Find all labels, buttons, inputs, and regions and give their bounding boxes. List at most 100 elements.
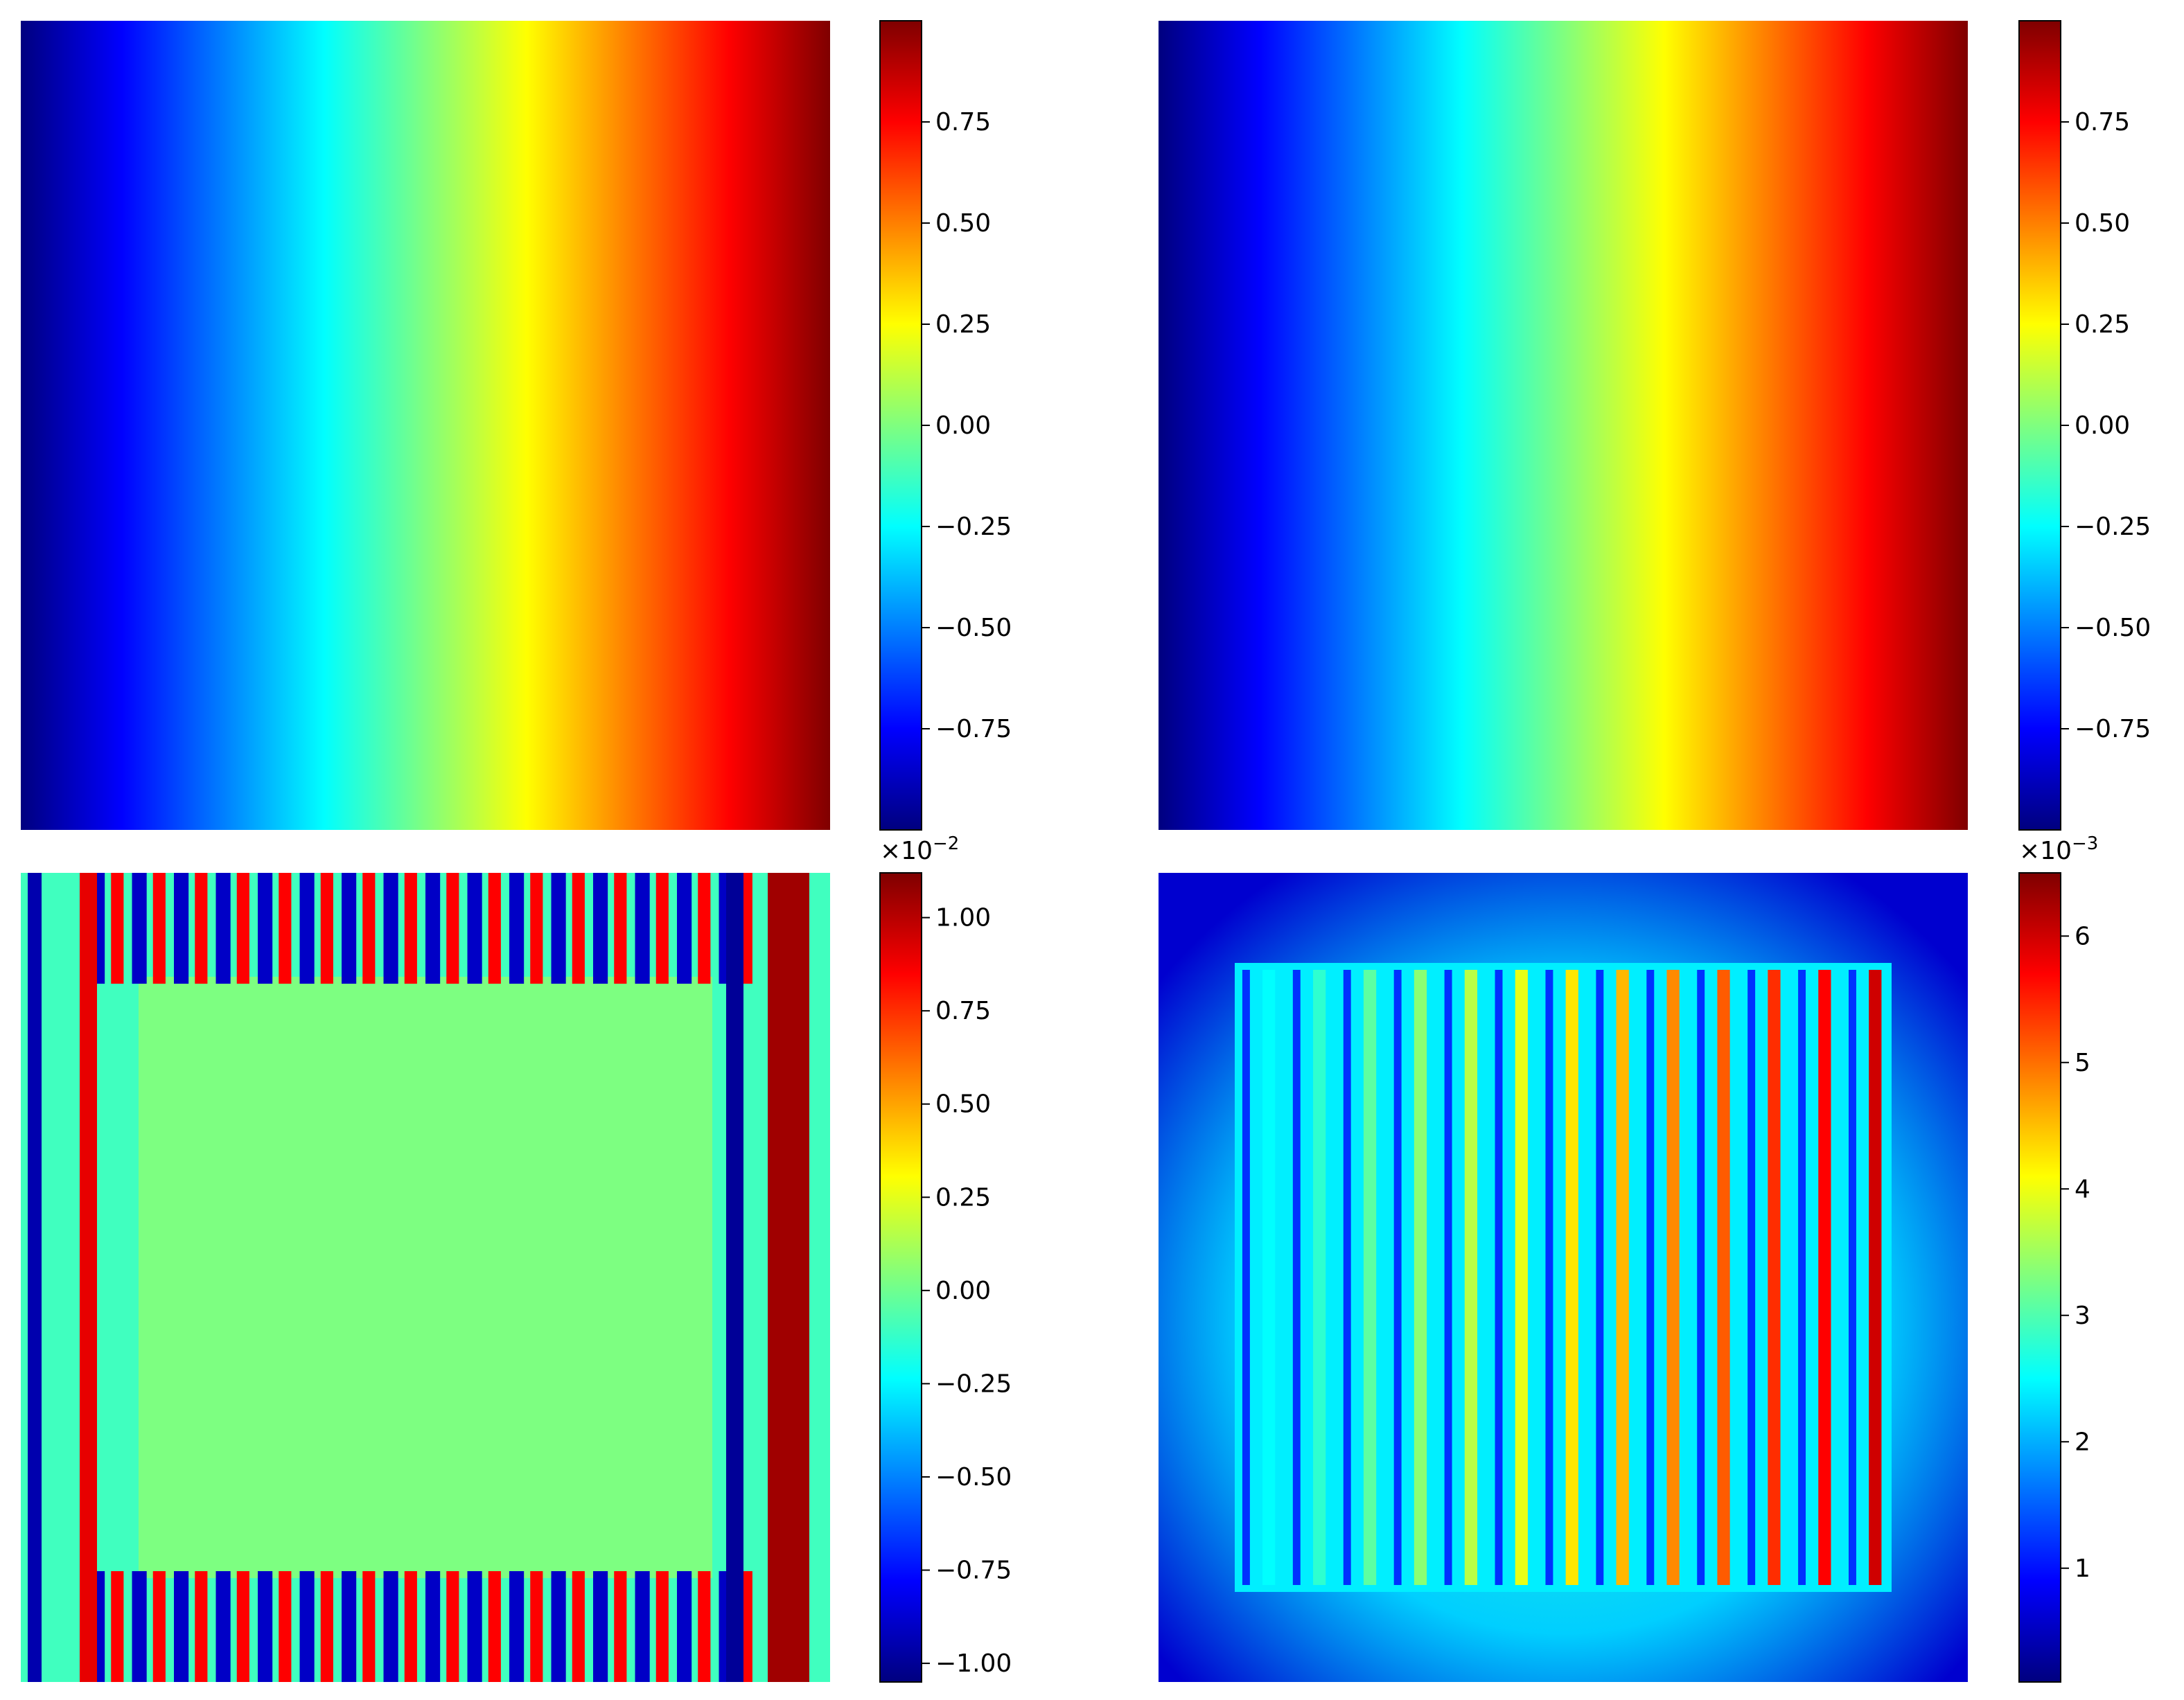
colorbar-offset-label: ×10−3: [2019, 833, 2098, 865]
heatmap-stripe: [299, 873, 315, 984]
colorbar-ticks: 1 2 3 4 5 6: [2061, 922, 2090, 1583]
heatmap-stripe: [342, 1571, 357, 1682]
heatmap-stripe: [258, 1571, 273, 1682]
heatmap-stripe: [551, 873, 566, 984]
heatmap-stripe: [404, 1571, 417, 1682]
colorbar-tick-label: −1.00: [935, 1649, 1012, 1678]
heatmap-column: [1464, 970, 1478, 1585]
heatmap-boundary: [726, 873, 743, 1682]
heatmap-stripe: [383, 1571, 398, 1682]
heatmap-image: [21, 21, 830, 830]
heatmap-stripe: [111, 873, 124, 984]
heatmap-column: [1313, 970, 1326, 1585]
colorbar-tick-label: −0.50: [935, 614, 1012, 642]
heatmap-stripe: [425, 873, 441, 984]
heatmap-column-gap: [1393, 970, 1402, 1585]
colorbar-tick-label: 4: [2075, 1175, 2090, 1203]
colorbar-tick-label: 6: [2075, 922, 2090, 950]
heatmap-stripe: [404, 873, 417, 984]
heatmap-stripe: [614, 1571, 627, 1682]
colorbar-tick-label: 0.50: [935, 1090, 991, 1119]
heatmap-interior: [1235, 963, 1892, 1592]
heatmap-stripe: [530, 1571, 543, 1682]
heatmap-boundary: [28, 873, 42, 1682]
heatmap-stripe: [342, 873, 357, 984]
heatmap-column-gap: [1646, 970, 1655, 1585]
heatmap-column: [1565, 970, 1578, 1585]
heatmap-column: [1414, 970, 1427, 1585]
heatmap-stripe: [383, 873, 398, 984]
colorbar-tick-label: −0.25: [2075, 513, 2151, 541]
heatmap-stripe: [614, 873, 627, 984]
panel-top-left: −0.75 −0.50 −0.25 0.00 0.25 0.50 0.75: [21, 20, 1012, 831]
colorbar-ticks: −1.00 −0.75 −0.50 −0.25 0.00 0.25 0.50 0.75 1.00: [922, 904, 1012, 1678]
colorbar-tick-label: 0.00: [935, 1277, 991, 1305]
heatmap-column-gap: [1697, 970, 1705, 1585]
colorbar-tick-label: −0.75: [935, 715, 1012, 743]
heatmap-column-gap: [1545, 970, 1553, 1585]
heatmap-column-gap: [1596, 970, 1604, 1585]
colorbar-tick-label: 0.75: [935, 108, 991, 136]
heatmap-stripe: [111, 1571, 124, 1682]
heatmap-image: [1159, 21, 1968, 830]
heatmap-stripe: [279, 1571, 292, 1682]
colorbar-tick-label: 0.00: [935, 411, 991, 440]
colorbar-tick-label: −0.75: [935, 1557, 1012, 1585]
heatmap-column: [1515, 970, 1528, 1585]
heatmap-column: [1616, 970, 1629, 1585]
colorbar-tick-label: 0.75: [2075, 108, 2130, 136]
heatmap-stripe: [635, 873, 650, 984]
panel-top-right: −0.75 −0.50 −0.25 0.00 0.25 0.50 0.75: [1159, 20, 2151, 831]
heatmap-stripe: [572, 873, 585, 984]
heatmap-column-gap: [1495, 970, 1503, 1585]
colorbar: [879, 872, 922, 1683]
heatmap-stripe: [236, 1571, 249, 1682]
heatmap-stripe: [446, 1571, 459, 1682]
heatmap-stripe: [258, 873, 273, 984]
heatmap-stripe: [530, 873, 543, 984]
heatmap-stripe: [593, 1571, 608, 1682]
colorbar-tick-label: 1.00: [935, 904, 991, 932]
heatmap-stripe: [425, 1571, 441, 1682]
heatmap-column-gap: [1292, 970, 1301, 1585]
colorbar-tick-label: 1: [2075, 1555, 2090, 1583]
colorbar-tick-label: 0.00: [2075, 411, 2130, 440]
heatmap-stripe: [215, 873, 231, 984]
heatmap-column-gap: [1747, 970, 1756, 1585]
heatmap-column: [1768, 970, 1781, 1585]
heatmap-column: [1666, 970, 1680, 1585]
heatmap-stripe: [195, 873, 208, 984]
colorbar-tick-label: −0.50: [935, 1463, 1012, 1491]
heatmap-stripe: [655, 873, 669, 984]
heatmap-boundary: [80, 873, 97, 1682]
panel-bottom-right: 1 2 3 4 5 6 ×10−3: [1159, 833, 2098, 1683]
colorbar-tick-label: −0.75: [2075, 715, 2151, 743]
colorbar: [2018, 872, 2061, 1683]
heatmap-column-gap: [1444, 970, 1452, 1585]
heatmap-stripe: [698, 873, 711, 984]
heatmap-stripe: [236, 873, 249, 984]
colorbar-tick-label: 0.25: [935, 1183, 991, 1212]
heatmap-image: [1159, 873, 1968, 1682]
heatmap-stripe: [488, 1571, 501, 1682]
heatmap-stripe: [174, 1571, 189, 1682]
heatmap-stripe: [677, 873, 692, 984]
heatmap-stripe: [320, 873, 333, 984]
heatmap-column: [1869, 970, 1882, 1585]
heatmap-stripe: [362, 873, 376, 984]
heatmap-stripe: [174, 873, 189, 984]
heatmap-stripe: [132, 1571, 147, 1682]
heatmap-stripe: [132, 873, 147, 984]
colorbar-tick-label: 0.25: [2075, 310, 2130, 339]
heatmap-stripe: [362, 1571, 376, 1682]
heatmap-stripe: [551, 1571, 566, 1682]
heatmap-column-gap: [1343, 970, 1351, 1585]
colorbar-tick-label: −0.50: [2075, 614, 2151, 642]
colorbar-ticks: −0.75 −0.50 −0.25 0.00 0.25 0.50 0.75: [922, 108, 1012, 743]
heatmap-stripe: [467, 1571, 482, 1682]
heatmap-interior: [139, 977, 712, 1578]
colorbar: [2018, 20, 2061, 831]
colorbar-tick-label: 3: [2075, 1302, 2090, 1330]
colorbar-tick-label: −0.25: [935, 513, 1012, 541]
